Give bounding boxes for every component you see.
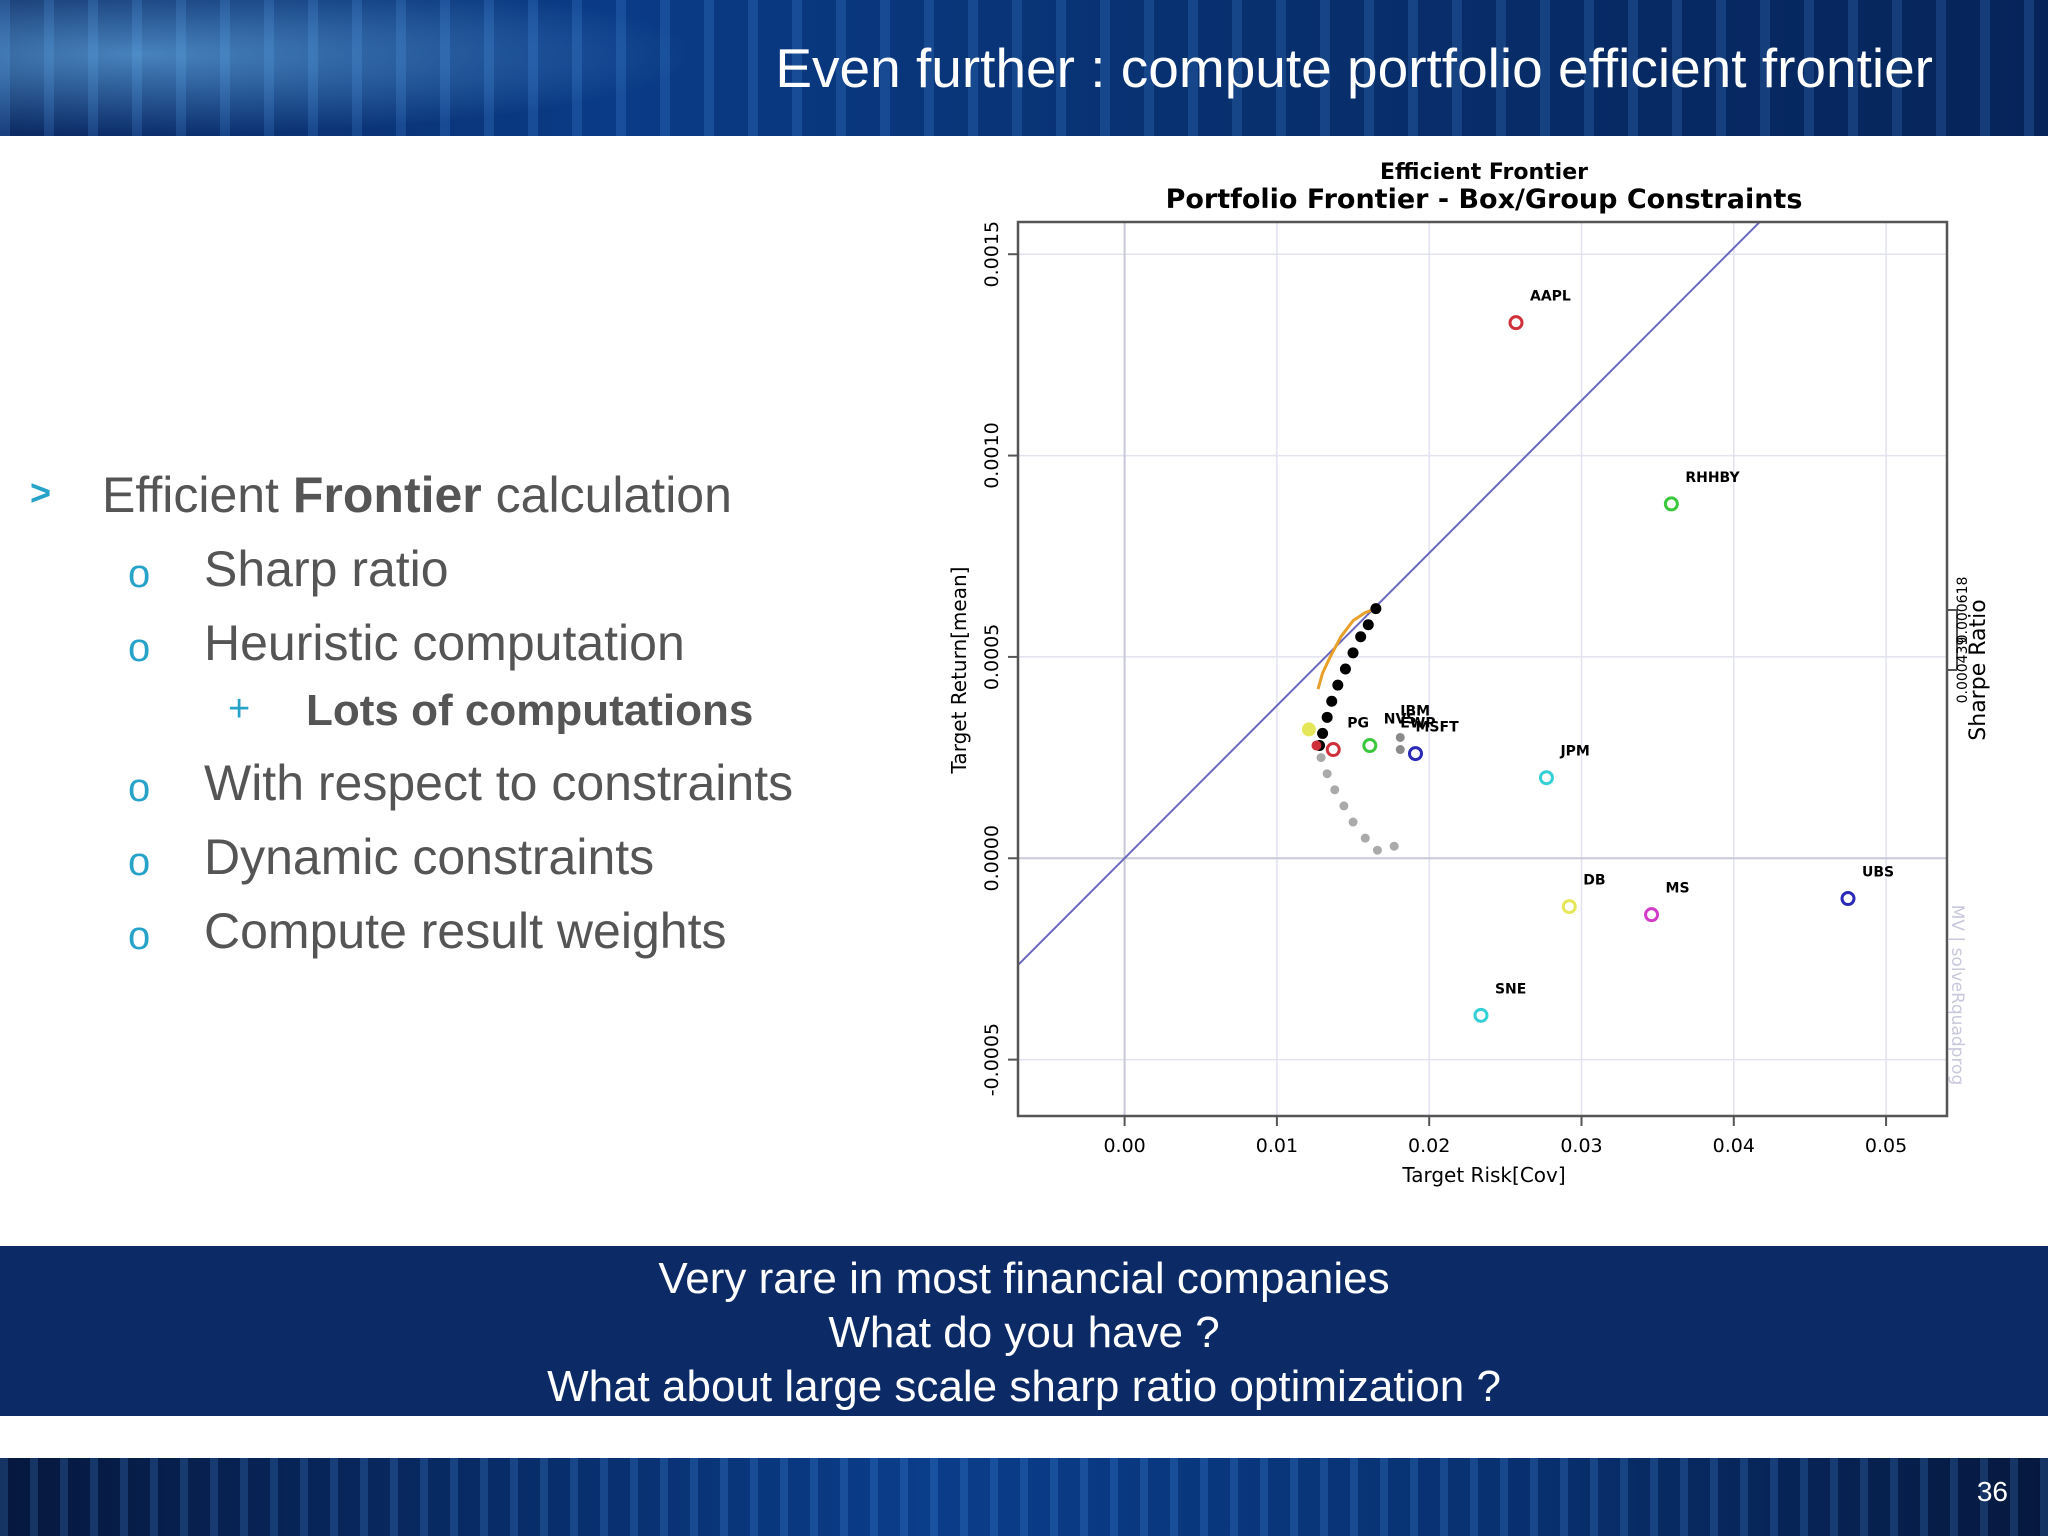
inefficient-frontier-point — [1389, 841, 1399, 851]
bullet-marker-plus: + — [228, 688, 251, 730]
asset-point-ms — [1644, 907, 1660, 923]
asset-label-db: DB — [1583, 873, 1605, 889]
x-tick-label: 0.04 — [1713, 1135, 1755, 1157]
bullet-main-prefix: Efficient — [102, 467, 293, 523]
callout-line-1: Very rare in most financial companies — [658, 1254, 1390, 1303]
x-tick-label: 0.00 — [1103, 1135, 1145, 1157]
asset-point-db — [1561, 899, 1577, 915]
footer-background — [0, 1458, 2048, 1536]
efficient-frontier-point — [1362, 619, 1374, 631]
asset-point-ibm — [1395, 732, 1405, 742]
y-tick-label: 0.0015 — [981, 221, 1003, 287]
efficient-frontier-point — [1326, 695, 1338, 707]
asset-point-rhhby — [1663, 496, 1679, 512]
asset-point-msft — [1407, 746, 1423, 762]
bullet-main-bold: Frontier — [292, 467, 482, 523]
equal-weights-point — [1311, 740, 1322, 751]
x-tick-label: 0.03 — [1560, 1135, 1602, 1157]
chart-subtitle: Portfolio Frontier - Box/Group Constrain… — [1166, 184, 1803, 215]
header-glow — [0, 0, 700, 136]
bullet-main: Efficient Frontier calculation — [102, 466, 732, 524]
inefficient-frontier-point — [1322, 769, 1332, 779]
bullet-item-result-weights: Compute result weights — [204, 903, 727, 959]
asset-point-nvs — [1362, 738, 1378, 754]
asset-point-ubs — [1840, 891, 1856, 907]
inefficient-frontier-point — [1330, 785, 1340, 795]
asset-label-ibm: IBM — [1400, 703, 1430, 719]
plot-frame — [1016, 220, 1949, 1118]
efficient-frontier-point — [1339, 663, 1351, 675]
y-tick-label: 0.0000 — [981, 825, 1003, 891]
asset-point-pg — [1325, 742, 1341, 758]
inefficient-frontier-point — [1348, 817, 1358, 827]
bullet-marker-circle: o — [128, 766, 151, 810]
footer-banner: 36 — [0, 1458, 2048, 1536]
asset-label-nvs: NVS — [1384, 712, 1417, 728]
bullet-marker-circle: o — [128, 840, 151, 884]
bullet-item-dynamic-constraints: Dynamic constraints — [204, 829, 655, 885]
asset-label-aapl: AAPL — [1530, 289, 1571, 305]
inefficient-frontier-point — [1316, 753, 1326, 763]
tangency-line — [1018, 222, 1761, 966]
inefficient-frontier-point — [1372, 845, 1382, 855]
efficient-frontier-point — [1332, 679, 1344, 691]
bullet-marker-circle: o — [128, 552, 151, 596]
inefficient-frontier-point — [1360, 833, 1370, 843]
bullet-marker-circle: o — [128, 914, 151, 958]
efficient-frontier-point — [1347, 647, 1359, 659]
bullet-marker-chevron: > — [30, 472, 52, 513]
y-tick-label: 0.0010 — [981, 422, 1003, 488]
page-number: 36 — [1976, 1476, 2008, 1507]
asset-label-ewp: EWP — [1400, 716, 1435, 732]
asset-label-pg: PG — [1347, 716, 1369, 732]
asset-point-ewp — [1395, 745, 1405, 755]
y-axis-label: Target Return[mean] — [947, 567, 971, 775]
x-axis-label: Target Risk[Cov] — [1401, 1163, 1565, 1187]
efficient-frontier-chart: Efficient Frontier Portfolio Frontier - … — [940, 150, 2040, 1200]
sharpe-tick-label: 0.000618 — [1955, 577, 1971, 644]
chart-title: Efficient Frontier — [1380, 160, 1588, 185]
efficient-frontier-point — [1355, 631, 1367, 643]
min-variance-point — [1301, 722, 1316, 737]
callout-box: Very rare in most financial companies Wh… — [0, 1246, 2048, 1416]
chart-watermark: MV | solveRquadprog — [1947, 905, 1967, 1086]
x-tick-label: 0.02 — [1408, 1135, 1450, 1157]
header-banner: Even further : compute portfolio efficie… — [0, 0, 2048, 136]
efficient-frontier-point — [1317, 727, 1329, 739]
asset-label-msft: MSFT — [1415, 720, 1459, 736]
efficient-frontier-point — [1370, 603, 1382, 615]
bullet-item-sharp-ratio: Sharp ratio — [204, 541, 449, 597]
chart-svg: Efficient Frontier Portfolio Frontier - … — [947, 160, 1991, 1187]
sharpe-ratio-axis-label: Sharpe Ratio — [1966, 599, 1991, 740]
sharpe-tick-label: 0.000439 — [1955, 637, 1971, 704]
inefficient-frontier-point — [1339, 801, 1349, 811]
sharpe-ratio-curve — [1316, 607, 1377, 690]
asset-label-ms: MS — [1666, 881, 1690, 897]
bullet-main-suffix: calculation — [481, 467, 732, 523]
efficient-frontier-point — [1321, 711, 1333, 723]
y-tick-label: -0.0005 — [981, 1023, 1003, 1096]
x-tick-label: 0.05 — [1865, 1135, 1907, 1157]
asset-label-ubs: UBS — [1862, 865, 1894, 881]
asset-point-jpm — [1538, 770, 1554, 786]
bullet-marker-circle: o — [128, 626, 151, 670]
bullet-item-heuristic: Heuristic computation — [204, 615, 685, 671]
asset-point-sne — [1473, 1007, 1489, 1023]
asset-point-aapl — [1508, 315, 1524, 331]
callout-line-2: What do you have ? — [828, 1308, 1220, 1357]
y-tick-label: 0.0005 — [981, 624, 1003, 690]
callout-line-3: What about large scale sharp ratio optim… — [547, 1362, 1501, 1411]
asset-label-sne: SNE — [1495, 981, 1526, 997]
bullet-item-lots-of-computations: Lots of computations — [306, 686, 754, 735]
bullet-item-constraints: With respect to constraints — [204, 755, 794, 811]
asset-label-rhhby: RHHBY — [1685, 470, 1740, 486]
x-tick-label: 0.01 — [1256, 1135, 1298, 1157]
slide-title: Even further : compute portfolio efficie… — [775, 37, 1933, 99]
asset-label-jpm: JPM — [1559, 744, 1589, 760]
